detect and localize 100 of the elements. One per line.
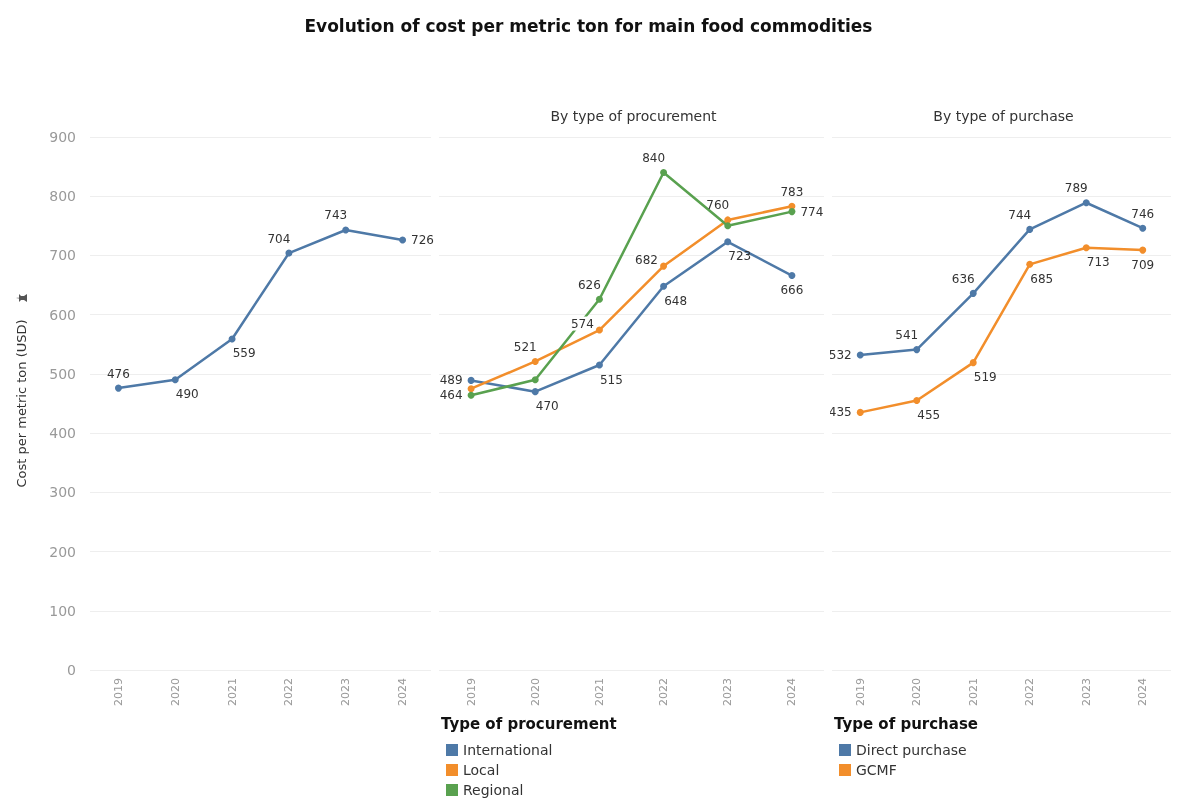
x-tick-label: 2022	[282, 678, 296, 706]
y-tick-label: 200	[49, 543, 76, 560]
data-label: 470	[535, 399, 559, 414]
data-label: 744	[1008, 207, 1032, 222]
y-tick-label: 400	[49, 425, 76, 442]
x-tick-label: 2019	[853, 678, 867, 706]
data-label: 743	[324, 208, 348, 223]
x-tick-label: 2020	[168, 678, 182, 706]
x-tick-label: 2024	[785, 678, 799, 706]
x-tick-label: 2020	[910, 678, 924, 706]
data-label: 489	[439, 373, 463, 388]
chart-title: By type of procurement	[550, 108, 718, 124]
x-tick-label: 2021	[225, 678, 239, 706]
data-label: 532	[828, 347, 852, 362]
point	[913, 397, 921, 405]
data-label: 626	[577, 277, 601, 292]
point	[1026, 225, 1034, 233]
data-label: 840	[642, 151, 666, 166]
point	[1026, 260, 1034, 268]
point	[342, 226, 350, 234]
point	[467, 385, 475, 393]
legend-label: Local	[463, 762, 500, 778]
x-tick-label: 2021	[592, 678, 606, 706]
point	[531, 376, 539, 384]
x-tick-label: 2022	[1023, 678, 1037, 706]
data-label: 519	[973, 370, 997, 385]
data-label: 666	[780, 283, 804, 298]
data-label: 541	[895, 328, 919, 343]
x-tick-label: 2023	[1079, 678, 1093, 706]
y-tick-label: 900	[49, 129, 76, 145]
point	[969, 359, 977, 367]
x-tick-label: 2024	[396, 678, 410, 706]
point	[467, 376, 475, 384]
x-tick-label: 2023	[721, 678, 735, 706]
data-label: 713	[1086, 255, 1110, 270]
y-tick-label: 300	[49, 484, 76, 501]
point	[595, 361, 603, 369]
point	[724, 216, 732, 224]
data-label: 774	[800, 204, 824, 219]
point	[114, 384, 122, 392]
data-label: 574	[570, 316, 594, 331]
x-tick-label: 2022	[657, 678, 671, 706]
point	[724, 222, 732, 230]
point	[1082, 199, 1090, 207]
y-tick-label: 700	[49, 247, 76, 264]
x-tick-label: 2021	[966, 678, 980, 706]
point	[660, 282, 668, 290]
data-label: 515	[599, 372, 623, 387]
point	[285, 249, 293, 257]
point	[595, 326, 603, 334]
data-label: 490	[175, 387, 199, 402]
y-tick-label: 500	[49, 365, 76, 382]
x-tick-label: 2019	[111, 678, 125, 706]
data-label: 521	[513, 339, 537, 354]
data-label: 636	[951, 271, 975, 286]
point	[399, 236, 407, 244]
data-label: 559	[232, 346, 256, 361]
point	[660, 262, 668, 270]
point	[1082, 244, 1090, 252]
y-tick-label: 100	[49, 602, 76, 619]
legend-label: Direct purchase	[856, 742, 967, 758]
point	[171, 376, 179, 384]
x-tick-label: 2024	[1136, 678, 1150, 706]
x-tick-label: 2019	[464, 678, 478, 706]
point	[788, 272, 796, 280]
point	[595, 295, 603, 303]
data-label: 455	[917, 408, 941, 423]
point	[724, 238, 732, 246]
point	[969, 289, 977, 297]
chart-title: By type of purchase	[933, 108, 1074, 124]
point	[531, 388, 539, 396]
text: Evolution of cost per metric ton for main food commodities	[303, 16, 874, 36]
point	[531, 357, 539, 365]
legend-label: International	[463, 742, 553, 758]
data-label: 685	[1030, 271, 1054, 286]
data-label: 723	[728, 249, 752, 264]
point	[856, 408, 864, 416]
y-tick-label: 600	[49, 306, 76, 323]
data-label: 726	[411, 233, 434, 248]
legend-title: Type of purchase	[834, 714, 979, 733]
point	[660, 169, 668, 177]
legend-label: Regional	[463, 782, 524, 798]
x-tick-label: 2020	[528, 678, 542, 706]
data-label: 648	[664, 293, 688, 308]
point	[913, 346, 921, 354]
legend-label: GCMF	[856, 762, 897, 778]
data-label: 709	[1131, 257, 1155, 272]
point	[856, 351, 864, 359]
y-axis-title: Cost per metric ton (USD)	[14, 319, 29, 488]
point	[788, 208, 796, 216]
data-label: 760	[706, 198, 730, 213]
point	[467, 391, 475, 399]
data-label: 464	[439, 388, 463, 403]
data-label: 746	[1131, 206, 1155, 221]
data-label: 789	[1064, 181, 1088, 196]
x-tick-label: 2023	[339, 678, 353, 706]
y-tick-label: 800	[49, 188, 76, 205]
legend-title: Type of procurement	[441, 714, 617, 733]
point	[1139, 246, 1147, 254]
data-label: 435	[828, 405, 852, 420]
